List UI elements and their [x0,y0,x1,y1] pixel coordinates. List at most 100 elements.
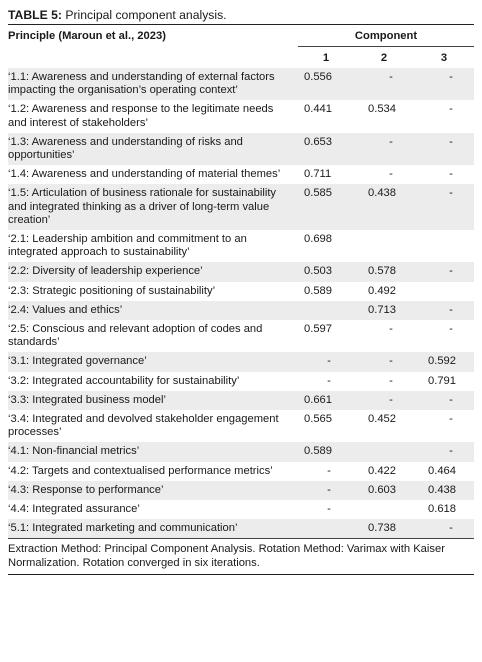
table-row: ‘3.1: Integrated governance’ - -0.592 [8,352,474,372]
loading-cell-component-2: - [354,352,414,372]
principle-cell: ‘1.5: Articulation of business rationale… [8,184,298,231]
principle-cell: ‘4.2: Targets and contextualised perform… [8,464,273,477]
table-row: ‘1.3: Awareness and understanding of ris… [8,132,474,166]
loading-cell-component-3: 0.592 [414,352,474,372]
loading-cell-component-1: 0.711 [304,168,332,181]
component-col-2: 2 [380,51,388,64]
table-body: ‘1.1: Awareness and understanding of ext… [8,68,474,539]
loading-cell-component-2: - [389,374,393,387]
loading-cell-component-2: - [354,390,414,411]
principle-cell: ‘3.4: Integrated and devolved stakeholde… [8,413,279,439]
loading-cell-component-1: 0.589 [304,284,332,297]
loading-cell-component-3 [414,282,474,301]
principle-header: Principle (Maroun et al., 2023) [8,29,166,42]
loading-cell-component-3: - [414,68,474,101]
principle-cell: ‘3.3: Integrated business model’ [8,390,298,411]
loading-cell-component-1: 0.556 [298,68,354,101]
footnote-rule [8,574,474,576]
loading-cell-component-3: - [414,519,474,539]
pca-table: Principle (Maroun et al., 2023) Componen… [8,25,474,539]
table-row: ‘1.1: Awareness and understanding of ext… [8,68,474,101]
table-row: ‘2.3: Strategic positioning of sustainab… [8,282,474,301]
principle-cell: ‘2.3: Strategic positioning of sustainab… [8,284,216,297]
table-row: ‘4.1: Non-financial metrics’ 0.589 - [8,442,474,462]
table-row: ‘2.5: Conscious and relevant adoption of… [8,320,474,352]
loading-cell-component-3: - [449,168,453,181]
principle-cell: ‘4.1: Non-financial metrics’ [8,442,298,462]
principle-cell: ‘4.4: Integrated assurance’ [8,503,140,516]
loading-cell-component-2: - [389,323,393,336]
loading-cell-component-3: - [414,132,474,166]
loading-cell-component-1: 0.698 [304,233,332,246]
loading-cell-component-2: - [354,132,414,166]
table-container: TABLE 5: Principal component analysis. P… [8,0,474,576]
loading-cell-component-2 [354,500,414,519]
loading-cell-component-3: - [449,103,453,116]
loading-cell-component-1: - [327,374,331,387]
loading-cell-component-3: - [414,442,474,462]
loading-cell-component-2: 0.603 [354,480,414,501]
loading-cell-component-3: - [414,184,474,231]
caption-text: Principal component analysis. [61,8,227,22]
loading-cell-component-2: 0.738 [354,519,414,539]
bottom-rule [8,538,474,540]
table-row: ‘3.4: Integrated and devolved stakeholde… [8,410,474,442]
loading-cell-component-1 [298,300,354,321]
table-caption: TABLE 5: Principal component analysis. [8,8,474,24]
table-row: ‘2.4: Values and ethics’ 0.713- [8,300,474,321]
loading-cell-component-3: - [414,390,474,411]
table-row: ‘3.3: Integrated business model’ 0.661- - [8,390,474,411]
loading-cell-component-2: 0.713 [354,300,414,321]
loading-cell-component-3: 0.791 [428,374,456,387]
loading-cell-component-1: 0.585 [298,184,354,231]
loading-cell-component-2: 0.438 [354,184,414,231]
top-rule [8,24,474,25]
loading-cell-component-1 [298,519,354,539]
loading-cell-component-2: - [389,168,393,181]
loading-cell-component-3: 0.464 [428,464,456,477]
principle-cell: ‘2.1: Leadership ambition and commitment… [8,233,247,259]
table-row: ‘4.3: Response to performance’ -0.603 0.43… [8,480,474,501]
loading-cell-component-2: 0.452 [368,413,396,426]
loading-cell-component-2 [354,442,414,462]
caption-label: TABLE 5: [8,8,62,22]
principle-cell: ‘1.1: Awareness and understanding of ext… [8,68,298,101]
loading-cell-component-3: 0.618 [428,503,456,516]
loading-cell-component-3: - [414,300,474,321]
loading-cell-component-1: - [327,503,331,516]
table-row: ‘2.2: Diversity of leadership experience… [8,262,474,282]
loading-cell-component-1: 0.661 [298,390,354,411]
principle-cell: ‘3.2: Integrated accountability for sust… [8,374,240,387]
loading-cell-component-1: - [298,480,354,501]
principle-cell: ‘2.2: Diversity of leadership experience… [8,262,298,282]
principle-header-spacer [8,47,298,69]
component-col-1: 1 [322,51,330,64]
loading-cell-component-1: 0.565 [304,413,332,426]
loading-cell-component-2: 0.534 [368,103,396,116]
principle-cell: ‘4.3: Response to performance’ [8,480,298,501]
loading-cell-component-2: - [354,68,414,101]
table-row: ‘1.2: Awareness and response to the legi… [8,100,474,132]
principle-cell: ‘1.2: Awareness and response to the legi… [8,103,274,129]
table-row: ‘4.2: Targets and contextualised perform… [8,462,474,481]
principle-cell: ‘2.5: Conscious and relevant adoption of… [8,323,263,349]
table-row: ‘5.1: Integrated marketing and communica… [8,519,474,539]
component-header: Component [298,25,474,47]
principle-cell: ‘1.3: Awareness and understanding of ris… [8,132,298,166]
table-row: ‘3.2: Integrated accountability for sust… [8,372,474,391]
loading-cell-component-3: - [414,262,474,282]
table-row: ‘1.4: Awareness and understanding of mat… [8,165,474,184]
table-row: ‘2.1: Leadership ambition and commitment… [8,230,474,262]
loading-cell-component-2 [354,230,414,262]
loading-cell-component-3: - [449,413,453,426]
loading-cell-component-1: 0.653 [298,132,354,166]
table-footnote: Extraction Method: Principal Component A… [8,543,445,569]
loading-cell-component-2: 0.422 [368,464,396,477]
loading-cell-component-2: 0.492 [368,284,396,297]
component-col-3: 3 [440,51,448,64]
loading-cell-component-1: 0.589 [298,442,354,462]
loading-cell-component-1: - [327,464,331,477]
table-row: ‘1.5: Articulation of business rationale… [8,184,474,231]
loading-cell-component-3 [414,230,474,262]
loading-cell-component-3: 0.438 [414,480,474,501]
